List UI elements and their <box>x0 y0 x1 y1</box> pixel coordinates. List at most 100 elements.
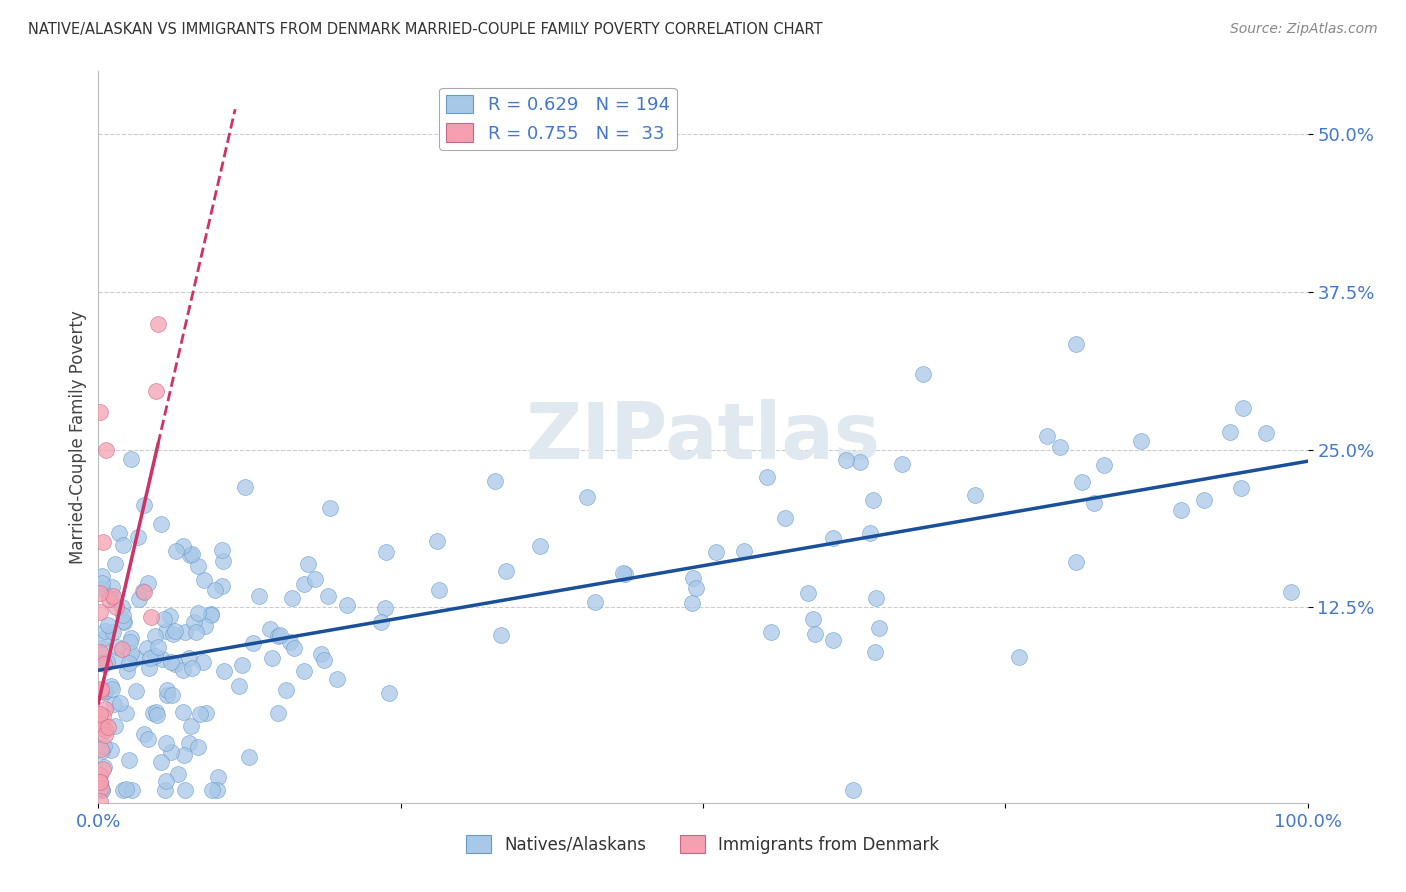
Point <box>912 367 935 381</box>
Point <box>187 739 209 754</box>
Point <box>207 771 229 785</box>
Point <box>155 774 177 789</box>
Point <box>187 559 209 574</box>
Point <box>93 702 115 716</box>
Point <box>1064 555 1087 569</box>
Point <box>1008 649 1031 664</box>
Point <box>156 689 179 703</box>
Point <box>89 794 111 808</box>
Point <box>97 720 120 734</box>
Point <box>276 683 298 698</box>
Point <box>111 607 134 622</box>
Point <box>228 679 250 693</box>
Point <box>104 600 127 615</box>
Point <box>242 636 264 650</box>
Point <box>184 624 207 639</box>
Point <box>374 601 396 615</box>
Point <box>491 627 513 641</box>
Point <box>103 697 125 711</box>
Point <box>312 652 335 666</box>
Point <box>93 728 115 742</box>
Point <box>212 553 235 567</box>
Point <box>121 631 143 645</box>
Point <box>177 651 200 665</box>
Point <box>495 565 517 579</box>
Point <box>862 493 884 508</box>
Point <box>1254 426 1277 441</box>
Point <box>370 615 392 630</box>
Point <box>207 783 229 797</box>
Point <box>103 589 125 603</box>
Point <box>153 783 176 797</box>
Point <box>259 622 281 636</box>
Point <box>136 731 159 746</box>
Point <box>128 591 150 606</box>
Point <box>96 655 118 669</box>
Point <box>890 457 912 471</box>
Point <box>105 652 128 666</box>
Point <box>91 640 114 655</box>
Point <box>121 783 143 797</box>
Point <box>179 548 201 562</box>
Point <box>612 566 634 581</box>
Point <box>91 576 114 591</box>
Point <box>804 627 827 641</box>
Point <box>136 576 159 591</box>
Point <box>138 661 160 675</box>
Point <box>865 591 887 606</box>
Point <box>484 474 506 488</box>
Point <box>91 783 114 797</box>
Point <box>89 775 111 789</box>
Point <box>118 753 141 767</box>
Point <box>103 591 125 606</box>
Point <box>297 557 319 571</box>
Point <box>155 736 177 750</box>
Point <box>91 717 114 731</box>
Point <box>112 615 135 630</box>
Point <box>93 685 115 699</box>
Point <box>100 679 122 693</box>
Point <box>165 624 187 639</box>
Point <box>132 727 155 741</box>
Point <box>159 609 181 624</box>
Point <box>93 657 115 671</box>
Point <box>336 598 359 612</box>
Point <box>90 722 112 736</box>
Point <box>1279 585 1302 599</box>
Point <box>121 452 143 467</box>
Point <box>374 545 396 559</box>
Point <box>149 755 172 769</box>
Point <box>211 543 233 558</box>
Point <box>1230 481 1253 495</box>
Point <box>160 656 183 670</box>
Point <box>97 591 120 606</box>
Point <box>1066 337 1088 351</box>
Point <box>685 582 707 596</box>
Point <box>150 651 173 665</box>
Point <box>859 526 882 541</box>
Point <box>101 624 124 639</box>
Point <box>143 629 166 643</box>
Point <box>145 705 167 719</box>
Point <box>179 736 201 750</box>
Point <box>1232 401 1254 415</box>
Point <box>165 543 187 558</box>
Point <box>90 780 112 795</box>
Point <box>183 615 205 629</box>
Point <box>93 760 115 774</box>
Point <box>1129 434 1152 448</box>
Point <box>326 673 349 687</box>
Point <box>155 624 177 639</box>
Point <box>267 706 290 720</box>
Point <box>134 498 156 512</box>
Point <box>91 762 114 776</box>
Point <box>429 582 451 597</box>
Point <box>575 490 598 504</box>
Point <box>191 656 214 670</box>
Point <box>194 619 217 633</box>
Point <box>89 716 111 731</box>
Point <box>181 661 204 675</box>
Point <box>145 384 167 398</box>
Point <box>200 607 222 622</box>
Point <box>193 574 215 588</box>
